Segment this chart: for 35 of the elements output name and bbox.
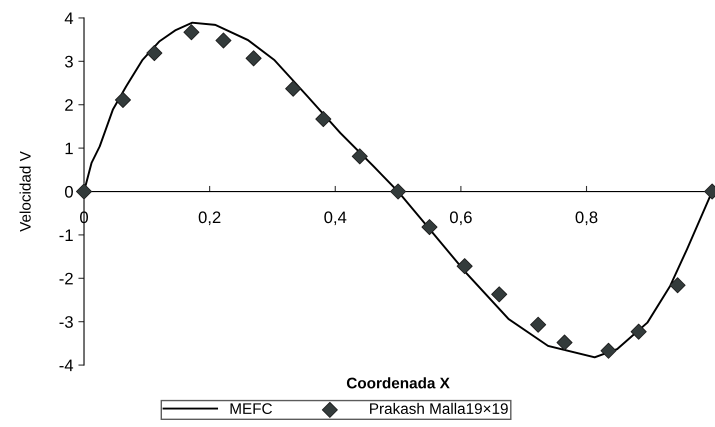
y-tick-label: -1 <box>60 229 73 241</box>
y-tick-label: -4 <box>60 360 74 372</box>
legend-label: Prakash Malla19×19 <box>370 402 508 414</box>
x-tick-label: 0,2 <box>198 211 220 226</box>
point <box>315 111 332 128</box>
point <box>146 45 162 62</box>
point <box>670 277 686 294</box>
y-tick-label: -2 <box>60 272 73 284</box>
y-tick-label: 3 <box>64 56 73 68</box>
point <box>114 92 131 108</box>
point <box>421 219 438 236</box>
x-axis-title: Coordenada X <box>346 377 450 388</box>
y-tick-label: 4 <box>64 12 74 24</box>
y-tick-label: 0 <box>64 186 73 198</box>
point <box>285 80 302 97</box>
point <box>556 334 573 351</box>
y-tick-label: 2 <box>65 99 73 111</box>
point <box>183 24 200 40</box>
point <box>630 324 647 340</box>
point <box>600 342 617 359</box>
point <box>352 148 368 164</box>
x-tick-label: 0,4 <box>324 211 346 226</box>
y-tick-label: 1 <box>66 142 73 154</box>
x-tick-label: 0,8 <box>576 211 598 226</box>
legend-label: MEFC <box>230 403 272 414</box>
point <box>390 183 406 200</box>
point <box>246 50 262 66</box>
point <box>215 32 232 49</box>
point <box>76 183 92 200</box>
point <box>456 258 473 274</box>
point <box>530 316 546 333</box>
y-tick-label: -3 <box>60 316 73 328</box>
point <box>491 286 508 302</box>
y-axis-title: Velocidad V <box>20 151 31 232</box>
x-tick-label: 0,6 <box>450 211 472 226</box>
